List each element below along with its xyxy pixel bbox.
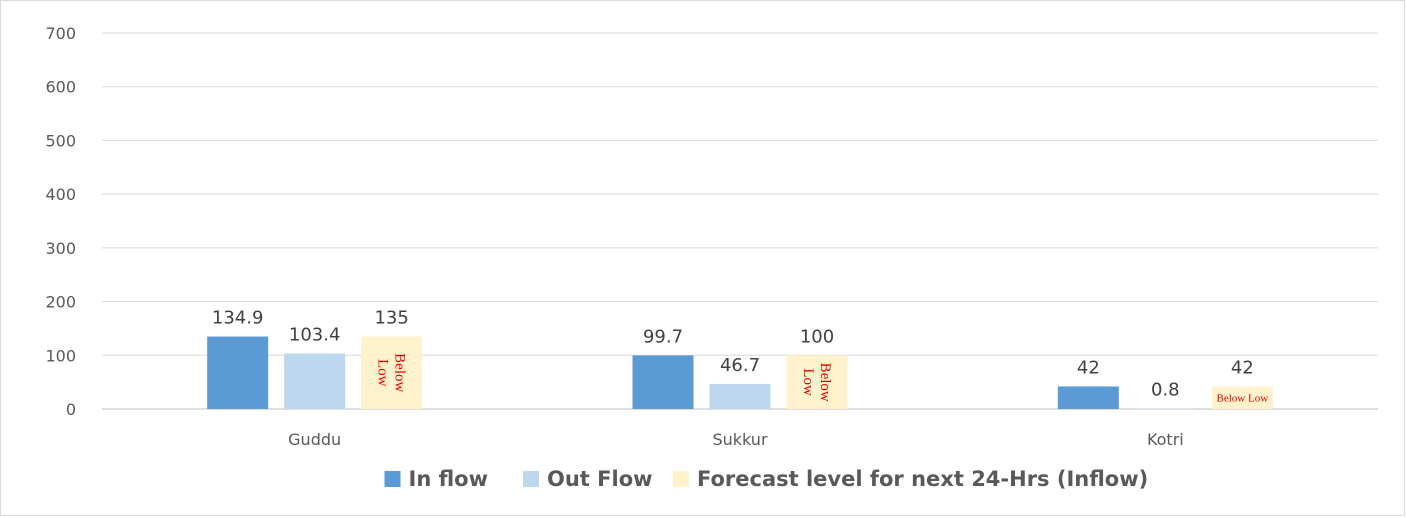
bar-kotri-series-3 (1211, 386, 1273, 409)
bar-sukkur-series-1 (632, 355, 694, 409)
bar-annotation-line: Low (375, 359, 391, 387)
data-label: 134.9 (212, 308, 264, 329)
legend-swatch-series-1 (384, 471, 401, 487)
y-tick-label: 600 (45, 78, 76, 97)
y-tick-label: 300 (45, 239, 76, 258)
x-category-label: Sukkur (712, 430, 767, 449)
bar-guddu-series-3 (361, 336, 423, 409)
y-tick-label: 400 (45, 185, 76, 204)
bar-annotation-line: Below (392, 353, 408, 392)
data-label: 42 (1231, 357, 1254, 378)
bar-annotation-line: Low (800, 368, 816, 396)
data-label: 0.8 (1151, 380, 1180, 401)
bar-annotation-line: Below (817, 363, 833, 402)
legend-label-series-1: In flow (409, 467, 488, 491)
data-label: 103.4 (289, 324, 341, 345)
legend-label-series-3: Forecast level for next 24-Hrs (Inflow) (697, 467, 1148, 491)
legend-swatch-series-2 (523, 471, 539, 487)
legend-label-series-2: Out Flow (547, 467, 653, 491)
data-label: 46.7 (720, 355, 760, 376)
bar-kotri-series-1 (1057, 386, 1119, 409)
x-category-label: Kotri (1147, 430, 1184, 449)
y-tick-label: 200 (45, 293, 76, 312)
y-tick-label: 100 (45, 346, 76, 365)
data-label: 42 (1077, 357, 1100, 378)
legend-swatch-series-3 (673, 471, 689, 487)
bar-annotation: Below Low (1217, 393, 1269, 405)
data-label: 99.7 (643, 326, 683, 347)
y-tick-label: 500 (45, 131, 76, 150)
bar-sukkur-series-2 (709, 383, 771, 409)
data-label: 135 (374, 307, 408, 328)
y-tick-label: 0 (66, 400, 76, 419)
bar-guddu-series-1 (207, 336, 269, 409)
y-tick-label: 700 (45, 24, 76, 43)
bar-sukkur-series-3 (786, 355, 848, 409)
data-label: 100 (800, 326, 834, 347)
bar-guddu-series-2 (284, 353, 346, 409)
x-category-label: Guddu (288, 430, 341, 449)
